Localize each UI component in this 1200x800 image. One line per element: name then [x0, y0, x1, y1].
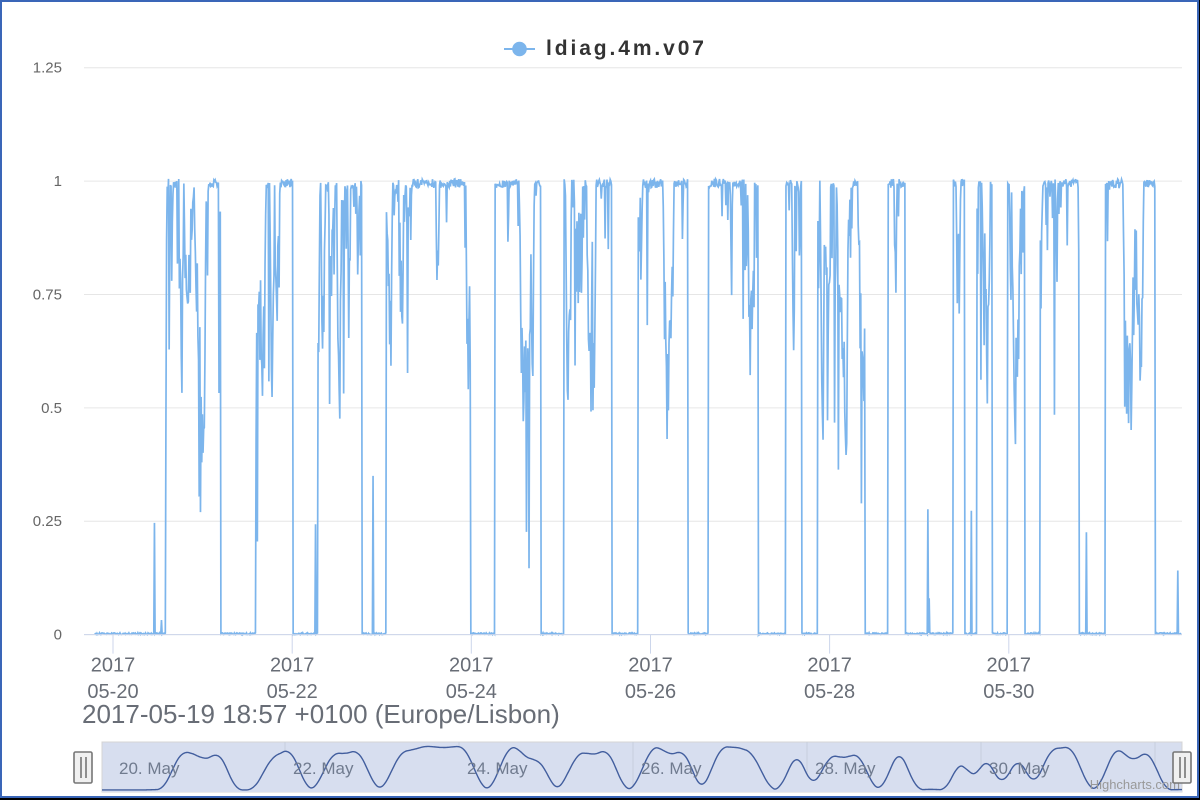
svg-text:2017: 2017	[807, 655, 852, 677]
svg-text:1: 1	[54, 173, 62, 190]
svg-text:05-30: 05-30	[983, 681, 1034, 703]
svg-text:30. May: 30. May	[989, 759, 1050, 778]
svg-text:0.75: 0.75	[33, 286, 62, 303]
svg-text:22. May: 22. May	[293, 759, 354, 778]
svg-text:2017: 2017	[91, 655, 136, 677]
svg-text:0.5: 0.5	[41, 400, 62, 417]
svg-text:ldiag.4m.v07: ldiag.4m.v07	[546, 37, 707, 60]
svg-text:2017-05-19 18:57 +0100 (Europe: 2017-05-19 18:57 +0100 (Europe/Lisbon)	[82, 699, 560, 729]
svg-text:05-28: 05-28	[804, 681, 855, 703]
svg-text:1.25: 1.25	[33, 60, 62, 77]
svg-text:24. May: 24. May	[467, 759, 528, 778]
svg-text:0: 0	[54, 627, 62, 644]
svg-text:05-26: 05-26	[625, 681, 676, 703]
svg-text:Highcharts.com: Highcharts.com	[1090, 777, 1180, 792]
svg-text:20. May: 20. May	[119, 759, 180, 778]
svg-text:2017: 2017	[449, 655, 494, 677]
svg-text:2017: 2017	[987, 655, 1032, 677]
svg-text:2017: 2017	[270, 655, 315, 677]
svg-text:0.25: 0.25	[33, 513, 62, 530]
svg-text:26. May: 26. May	[641, 759, 702, 778]
svg-text:2017: 2017	[628, 655, 673, 677]
svg-text:28. May: 28. May	[815, 759, 876, 778]
